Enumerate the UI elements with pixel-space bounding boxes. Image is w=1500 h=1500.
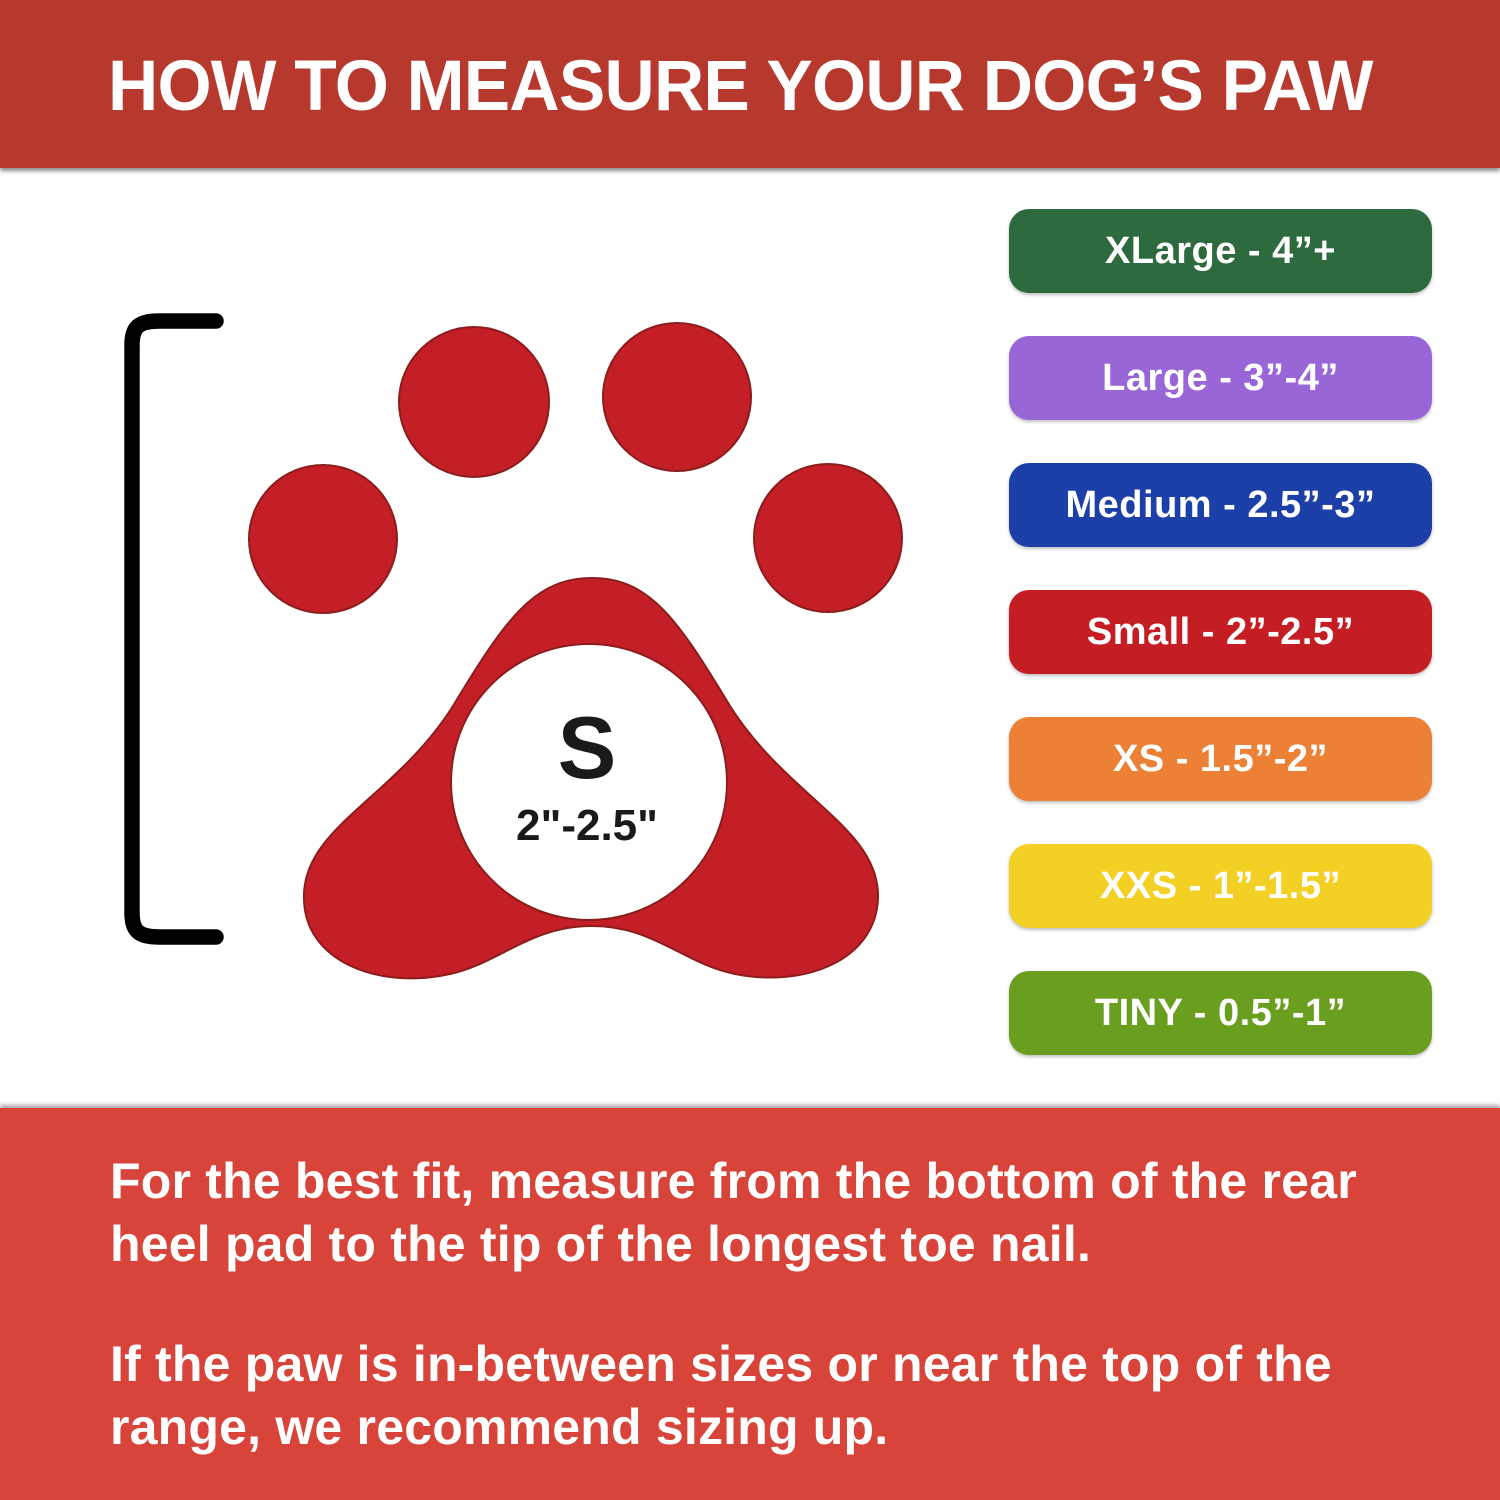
svg-text:S: S (558, 698, 617, 797)
svg-text:2"-2.5": 2"-2.5" (516, 801, 658, 850)
